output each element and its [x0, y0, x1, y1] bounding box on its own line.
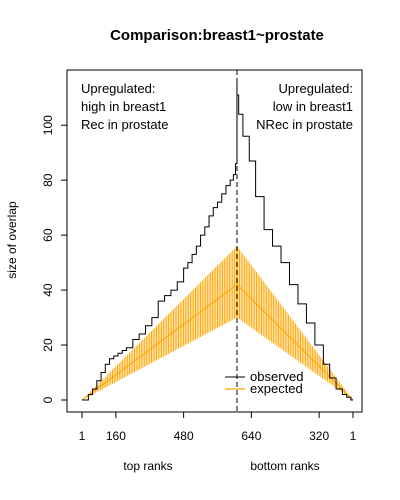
- legend-expected-label: expected: [250, 381, 303, 396]
- annotation-left-line: high in breast1: [81, 99, 166, 114]
- y-tick-label: 80: [41, 173, 55, 187]
- chart-title: Comparison:breast1~prostate: [110, 27, 324, 44]
- plot-frame: [66, 69, 363, 413]
- y-axis-label: size of overlap: [5, 201, 19, 279]
- x-tick-label: 640: [241, 429, 261, 443]
- x-label-right: bottom ranks: [250, 459, 319, 473]
- legend-observed-label: observed: [250, 369, 303, 384]
- x-tick-label: 1: [79, 429, 86, 443]
- annotation-right-line: NRec in prostate: [256, 117, 353, 132]
- y-tick-label: 60: [41, 228, 55, 242]
- expected-series-line: [81, 283, 354, 401]
- y-tick-label: 20: [41, 338, 55, 352]
- x-tick-label: 480: [174, 429, 194, 443]
- annotation-left-line: Upregulated:: [81, 81, 155, 96]
- annotation-right-line: low in breast1: [273, 99, 353, 114]
- x-label-left: top ranks: [123, 459, 172, 473]
- annotation-right: Upregulated: low in breast1 NRec in prosta…: [256, 81, 353, 132]
- y-axis: 0 20 40 60 80 100: [41, 115, 67, 403]
- y-tick-label: 0: [41, 396, 55, 403]
- x-axis: 1 160 480 640 320 1: [79, 412, 357, 443]
- annotation-right-line: Upregulated:: [279, 81, 353, 96]
- y-tick-label: 100: [41, 115, 55, 135]
- y-tick-label: 40: [41, 283, 55, 297]
- annotation-left-line: Rec in prostate: [81, 117, 168, 132]
- x-tick-label: 160: [106, 429, 126, 443]
- legend: observed expected: [225, 369, 303, 396]
- x-tick-label: 1: [350, 429, 357, 443]
- observed-series-line: [82, 81, 353, 401]
- x-tick-label: 320: [309, 429, 329, 443]
- annotation-left: Upregulated: high in breast1 Rec in prosta…: [81, 81, 168, 132]
